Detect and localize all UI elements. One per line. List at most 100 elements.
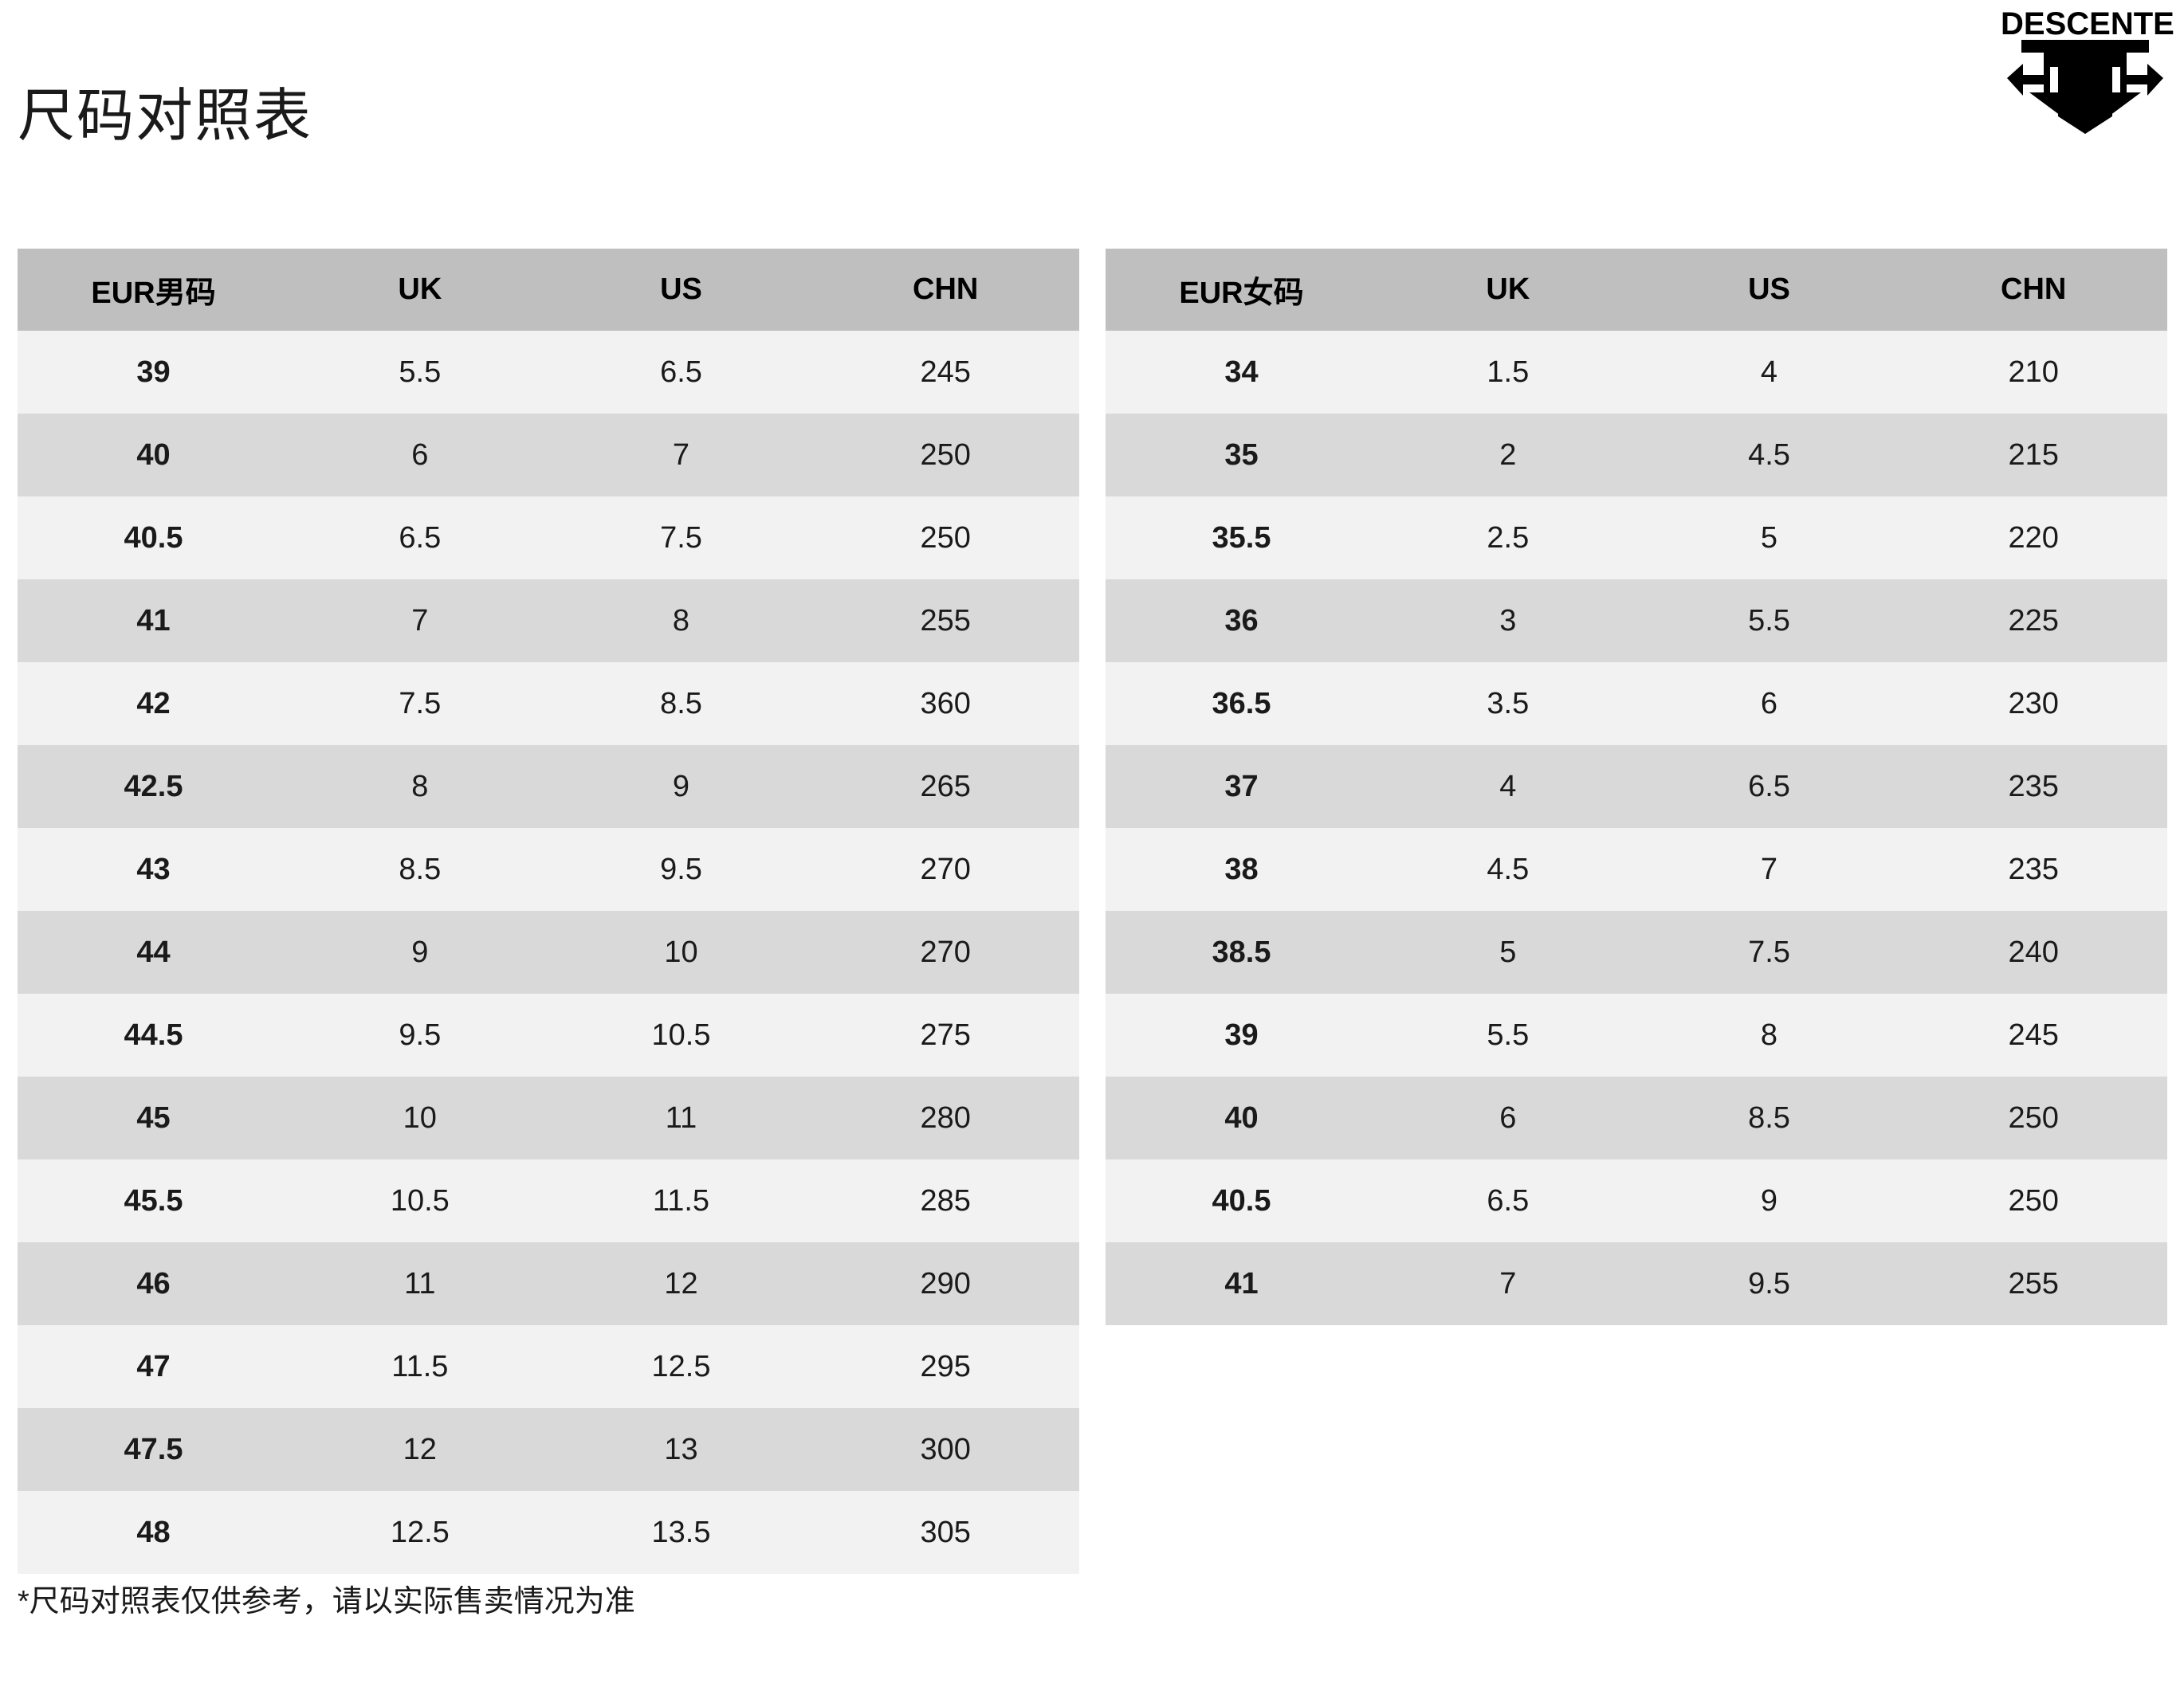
table-row: 44 9 10 270: [18, 911, 1079, 994]
cell-eur: 41: [1106, 1242, 1377, 1325]
cell-us: 9.5: [1638, 1242, 1900, 1325]
cell-uk: 3.5: [1377, 662, 1639, 745]
cell-us: 4: [1638, 331, 1900, 414]
cell-us: 7.5: [550, 496, 812, 579]
cell-uk: 4: [1377, 745, 1639, 828]
cell-eur: 43: [18, 828, 289, 911]
cell-uk: 9: [289, 911, 551, 994]
cell-eur: 38: [1106, 828, 1377, 911]
cell-uk: 6.5: [1377, 1159, 1639, 1242]
cell-eur: 40: [18, 414, 289, 496]
cell-eur: 44.5: [18, 994, 289, 1077]
cell-chn: 285: [811, 1159, 1079, 1242]
cell-us: 7.5: [1638, 911, 1900, 994]
table-row: 44.5 9.5 10.5 275: [18, 994, 1079, 1077]
brand-logo: DESCENTE: [2001, 5, 2174, 136]
table-row: 42 7.5 8.5 360: [18, 662, 1079, 745]
table-row: 36 3 5.5 225: [1106, 579, 2167, 662]
cell-uk: 8: [289, 745, 551, 828]
cell-uk: 8.5: [289, 828, 551, 911]
cell-eur: 37: [1106, 745, 1377, 828]
cell-us: 8.5: [1638, 1077, 1900, 1159]
cell-uk: 2.5: [1377, 496, 1639, 579]
column-header-eur-men: EUR男码: [18, 249, 289, 331]
cell-eur: 47: [18, 1325, 289, 1408]
table-row: 42.5 8 9 265: [18, 745, 1079, 828]
cell-uk: 2: [1377, 414, 1639, 496]
cell-uk: 5.5: [1377, 994, 1639, 1077]
table-row: 47.5 12 13 300: [18, 1408, 1079, 1491]
table-row: 36.5 3.5 6 230: [1106, 662, 2167, 745]
table-row: 40 6 7 250: [18, 414, 1079, 496]
cell-eur: 45.5: [18, 1159, 289, 1242]
cell-chn: 280: [811, 1077, 1079, 1159]
cell-chn: 305: [811, 1491, 1079, 1574]
cell-uk: 6: [1377, 1077, 1639, 1159]
cell-uk: 10.5: [289, 1159, 551, 1242]
cell-uk: 6.5: [289, 496, 551, 579]
cell-uk: 1.5: [1377, 331, 1639, 414]
cell-chn: 270: [811, 911, 1079, 994]
cell-us: 9: [550, 745, 812, 828]
table-header-row-men: EUR男码 UK US CHN: [18, 249, 1079, 331]
table-row: 41 7 9.5 255: [1106, 1242, 2167, 1325]
table-row: 39 5.5 8 245: [1106, 994, 2167, 1077]
cell-eur: 35: [1106, 414, 1377, 496]
cell-eur: 35.5: [1106, 496, 1377, 579]
cell-chn: 250: [811, 414, 1079, 496]
cell-us: 8.5: [550, 662, 812, 745]
cell-chn: 265: [811, 745, 1079, 828]
cell-eur: 38.5: [1106, 911, 1377, 994]
table-header-row-women: EUR女码 UK US CHN: [1106, 249, 2167, 331]
cell-chn: 290: [811, 1242, 1079, 1325]
cell-eur: 36.5: [1106, 662, 1377, 745]
cell-us: 5.5: [1638, 579, 1900, 662]
table-row: 35.5 2.5 5 220: [1106, 496, 2167, 579]
column-header-us-men: US: [550, 249, 812, 331]
cell-us: 5: [1638, 496, 1900, 579]
cell-us: 9.5: [550, 828, 812, 911]
table-row: 40 6 8.5 250: [1106, 1077, 2167, 1159]
cell-chn: 245: [1899, 994, 2167, 1077]
cell-us: 8: [550, 579, 812, 662]
cell-uk: 7: [1377, 1242, 1639, 1325]
cell-eur: 34: [1106, 331, 1377, 414]
page-title: 尺码对照表: [18, 84, 313, 148]
table-row: 41 7 8 255: [18, 579, 1079, 662]
cell-us: 8: [1638, 994, 1900, 1077]
table-row: 40.5 6.5 9 250: [1106, 1159, 2167, 1242]
cell-chn: 220: [1899, 496, 2167, 579]
cell-uk: 11.5: [289, 1325, 551, 1408]
cell-chn: 230: [1899, 662, 2167, 745]
cell-eur: 47.5: [18, 1408, 289, 1491]
cell-us: 12.5: [550, 1325, 812, 1408]
cell-us: 10.5: [550, 994, 812, 1077]
column-header-uk-women: UK: [1377, 249, 1639, 331]
table-row: 34 1.5 4 210: [1106, 331, 2167, 414]
cell-eur: 39: [18, 331, 289, 414]
table-row: 47 11.5 12.5 295: [18, 1325, 1079, 1408]
cell-us: 7: [1638, 828, 1900, 911]
cell-chn: 250: [1899, 1077, 2167, 1159]
cell-us: 6.5: [1638, 745, 1900, 828]
table-row: 37 4 6.5 235: [1106, 745, 2167, 828]
cell-us: 13.5: [550, 1491, 812, 1574]
cell-chn: 250: [1899, 1159, 2167, 1242]
column-header-chn-men: CHN: [811, 249, 1079, 331]
cell-chn: 255: [1899, 1242, 2167, 1325]
size-table-women: EUR女码 UK US CHN 34 1.5 4 210 35 2 4.5 215 35.5…: [1106, 249, 2167, 1325]
cell-chn: 275: [811, 994, 1079, 1077]
table-body-women: 34 1.5 4 210 35 2 4.5 215 35.5 2.5 5 220 36 3 5.5 22…: [1106, 331, 2167, 1325]
cell-chn: 295: [811, 1325, 1079, 1408]
cell-eur: 40: [1106, 1077, 1377, 1159]
cell-uk: 3: [1377, 579, 1639, 662]
table-row: 45.5 10.5 11.5 285: [18, 1159, 1079, 1242]
cell-uk: 7: [289, 579, 551, 662]
cell-eur: 48: [18, 1491, 289, 1574]
cell-uk: 11: [289, 1242, 551, 1325]
table-body-men: 39 5.5 6.5 245 40 6 7 250 40.5 6.5 7.5 250 41 7 8 25…: [18, 331, 1079, 1574]
cell-us: 10: [550, 911, 812, 994]
cell-chn: 225: [1899, 579, 2167, 662]
cell-uk: 5: [1377, 911, 1639, 994]
